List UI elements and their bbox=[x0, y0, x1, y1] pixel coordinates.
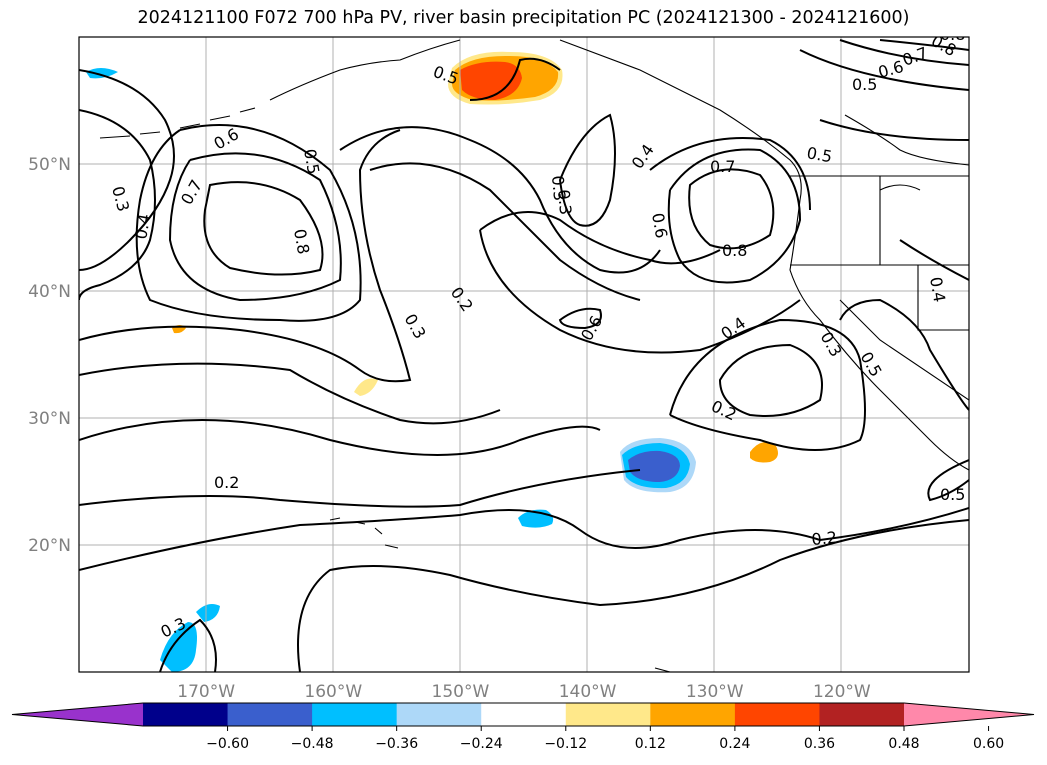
longitude-labels: 170°W 160°W 150°W 140°W 130°W 120°W bbox=[177, 682, 871, 702]
colorbar-box bbox=[312, 703, 398, 726]
latitude-label: 30°N bbox=[28, 409, 71, 429]
pv-contour-labels: 0.3 0.4 0.6 0.7 0.8 0.5 0.3 0.2 0.3 0.5 … bbox=[108, 25, 965, 642]
colorbar bbox=[11, 702, 1035, 727]
colorbar-tick-label: −0.12 bbox=[544, 736, 587, 752]
colorbar-extend-low bbox=[12, 703, 143, 726]
colorbar-box bbox=[481, 703, 567, 726]
precip-positive-east bbox=[750, 442, 778, 463]
contour-label: 0.6 bbox=[648, 211, 671, 239]
colorbar-box bbox=[143, 703, 229, 726]
colorbar-box bbox=[734, 703, 820, 726]
colorbar-ticks: −0.60 −0.48 −0.36 −0.24 −0.12 0.12 0.24 0.36 0.4… bbox=[206, 726, 1004, 752]
contour-label: 0.4 bbox=[926, 275, 949, 303]
latitude-label: 40°N bbox=[28, 282, 71, 302]
colorbar-tick-label: 0.12 bbox=[635, 736, 666, 752]
colorbar-box bbox=[819, 703, 905, 726]
colorbar-tick-label: −0.24 bbox=[460, 736, 503, 752]
latitude-label: 20°N bbox=[28, 536, 71, 556]
longitude-label: 140°W bbox=[559, 682, 617, 702]
colorbar-tick-label: −0.48 bbox=[291, 736, 334, 752]
contour-label: 0.3 bbox=[548, 175, 569, 202]
latitude-labels: 50°N 40°N 30°N 20°N bbox=[28, 155, 71, 556]
contour-label: 0.3 bbox=[554, 189, 575, 216]
contour-label: 0.5 bbox=[805, 143, 833, 166]
longitude-label: 160°W bbox=[304, 682, 362, 702]
latitude-label: 50°N bbox=[28, 155, 71, 175]
longitude-label: 150°W bbox=[432, 682, 490, 702]
contour-label: 0.8 bbox=[722, 241, 747, 260]
map-background bbox=[79, 37, 969, 672]
contour-label: 0.5 bbox=[940, 485, 965, 504]
colorbar-tick-label: −0.60 bbox=[206, 736, 249, 752]
contour-label: 0.5 bbox=[300, 147, 323, 175]
colorbar-box bbox=[650, 703, 736, 726]
contour-label: 0.7 bbox=[710, 157, 735, 176]
contour-label: 0.8 bbox=[290, 227, 313, 255]
precip-negative-west bbox=[160, 622, 197, 672]
colorbar-tick-label: 0.24 bbox=[719, 736, 750, 752]
colorbar-box bbox=[396, 703, 482, 726]
contour-label: 0.4 bbox=[131, 212, 154, 240]
colorbar-tick-label: 0.60 bbox=[973, 736, 1004, 752]
colorbar-box bbox=[565, 703, 651, 726]
map-frame bbox=[78, 36, 970, 673]
colorbar-tick-label: −0.36 bbox=[375, 736, 418, 752]
contour-label: 0.2 bbox=[214, 473, 239, 492]
longitude-label: 120°W bbox=[813, 682, 871, 702]
colorbar-extend-high bbox=[904, 703, 1034, 726]
colorbar-outline bbox=[11, 702, 1035, 727]
colorbar-tick-label: 0.48 bbox=[888, 736, 919, 752]
colorbar-box bbox=[227, 703, 313, 726]
pv-contours bbox=[79, 39, 969, 672]
contour-label: 0.2 bbox=[811, 528, 838, 549]
longitude-label: 170°W bbox=[177, 682, 235, 702]
longitude-label: 130°W bbox=[686, 682, 744, 702]
contour-label: 0.5 bbox=[852, 75, 877, 94]
colorbar-tick-label: 0.36 bbox=[804, 736, 835, 752]
contour-label: 0.8 bbox=[940, 25, 965, 44]
map-title: 2024121100 F072 700 hPa PV, river basin … bbox=[137, 8, 910, 28]
